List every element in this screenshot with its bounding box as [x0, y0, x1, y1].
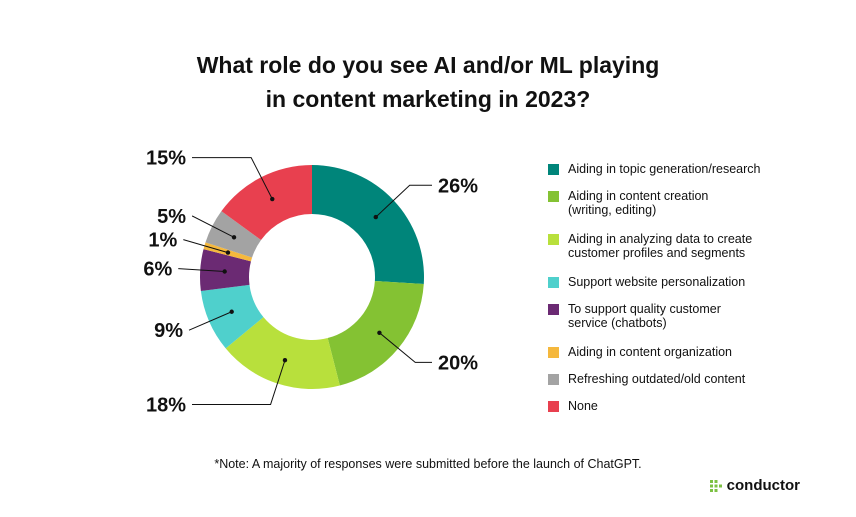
- legend-item-none: None: [548, 399, 838, 413]
- leader-dot-aiding-in-topic-generation-research: [373, 214, 378, 220]
- data-label-aiding-in-content-organization: 1%: [148, 230, 177, 252]
- chart-legend: Aiding in topic generation/research Aidin…: [548, 162, 838, 426]
- leader-dot-aiding-in-content-creation-writing-editing: [377, 330, 382, 335]
- leader-line-refreshing-outdated-old-content: [192, 215, 235, 238]
- leader-dot-none: [270, 196, 275, 202]
- data-label-support-website-personalization: 9%: [154, 320, 183, 342]
- leader-dot-support-website-personalization: [229, 309, 234, 314]
- data-label-refreshing-outdated-old-content: 5%: [157, 206, 186, 228]
- legend-swatch: [548, 304, 559, 315]
- data-label-aiding-in-topic-generation-research: 26%: [438, 175, 478, 197]
- donut-slices: [200, 165, 424, 390]
- chart-title-line-2: in content marketing in 2023?: [265, 86, 591, 112]
- legend-item-aiding-in-content-creation-writing-editing: Aiding in content creation (writing, edi…: [548, 189, 838, 217]
- leader-dot-refreshing-outdated-old-content: [231, 235, 237, 240]
- slice-refreshing-outdated-old-content: [205, 211, 262, 258]
- leader-line-aiding-in-analyzing-data-to-create-customer-profiles-and-segments: [192, 360, 286, 405]
- legend-swatch: [548, 277, 559, 288]
- legend-item-refreshing-outdated-old-content: Refreshing outdated/old content: [548, 372, 838, 386]
- slice-aiding-in-content-creation-writing-editing: [327, 280, 424, 386]
- leader-line-aiding-in-content-creation-writing-editing: [379, 332, 432, 363]
- legend-swatch: [548, 347, 559, 358]
- data-label-aiding-in-analyzing-data-to-create-customer-profiles-and-segments: 18%: [146, 394, 186, 416]
- leader-dot-aiding-in-analyzing-data-to-create-customer-profiles-and-segments: [282, 358, 288, 363]
- slice-aiding-in-analyzing-data-to-create-customer-profiles-and-segments: [225, 317, 340, 390]
- legend-item-aiding-in-analyzing-data-to-create-customer-profiles-and-segments: Aiding in analyzing data to create custo…: [548, 232, 838, 260]
- leader-line-support-website-personalization: [188, 311, 232, 331]
- data-label-to-support-quality-customer-service-chatbots: 6%: [143, 259, 172, 281]
- slice-support-website-personalization: [200, 284, 264, 349]
- leader-line-aiding-in-content-organization: [183, 239, 229, 254]
- data-label-aiding-in-content-creation-writing-editing: 20%: [438, 352, 478, 374]
- slice-aiding-in-topic-generation-research: [312, 165, 424, 285]
- leader-line-aiding-in-topic-generation-research: [375, 184, 432, 218]
- legend-label: Aiding in analyzing data to create custo…: [568, 232, 753, 260]
- legend-label: None: [568, 399, 598, 413]
- conductor-logo-icon: [709, 479, 722, 492]
- legend-item-aiding-in-content-organization: Aiding in content organization: [548, 345, 838, 359]
- legend-swatch: [548, 234, 559, 245]
- legend-label: Refreshing outdated/old content: [568, 372, 746, 386]
- leader-dot-aiding-in-content-organization: [225, 250, 231, 255]
- brand-name: conductor: [726, 477, 800, 494]
- footnote: *Note: A majority of responses were subm…: [214, 457, 642, 471]
- legend-label: Aiding in content organization: [568, 345, 733, 359]
- legend-swatch: [548, 164, 559, 175]
- chart-title: What role do you see AI and/or ML playin…: [0, 48, 856, 116]
- slice-none: [221, 165, 312, 240]
- legend-swatch: [548, 401, 559, 412]
- legend-label: Support website personalization: [568, 275, 746, 289]
- data-label-none: 15%: [146, 148, 186, 170]
- slice-leader-lines: [178, 157, 432, 405]
- legend-swatch: [548, 191, 559, 202]
- slice-data-labels: 26% 20% 18% 9% 6% 1%5% 15%: [143, 148, 478, 417]
- legend-swatch: [548, 374, 559, 385]
- leader-line-none: [192, 157, 273, 200]
- legend-label: To support quality customer service (cha…: [568, 302, 721, 330]
- legend-label: Aiding in content creation (writing, edi…: [568, 189, 709, 217]
- legend-item-to-support-quality-customer-service-chatbots: To support quality customer service (cha…: [548, 302, 838, 330]
- leader-line-to-support-quality-customer-service-chatbots: [178, 268, 225, 273]
- legend-item-aiding-in-topic-generation-research: Aiding in topic generation/research: [548, 162, 838, 176]
- chart-title-line-1: What role do you see AI and/or ML playin…: [196, 52, 660, 78]
- legend-item-support-website-personalization: Support website personalization: [548, 275, 838, 289]
- legend-label: Aiding in topic generation/research: [568, 162, 761, 176]
- brand-logo: conductor: [709, 477, 800, 494]
- leader-dot-to-support-quality-customer-service-chatbots: [222, 269, 227, 274]
